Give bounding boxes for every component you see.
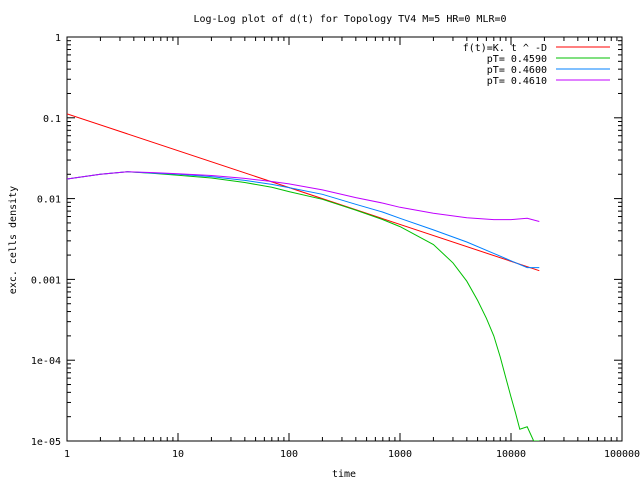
legend-label: pT= 0.4600 xyxy=(487,65,547,76)
x-tick-label: 100000 xyxy=(604,449,640,460)
legend-label: f(t)=K. t ^ -D xyxy=(463,43,547,54)
x-tick-label: 100 xyxy=(280,449,298,460)
legend-label: pT= 0.4610 xyxy=(487,76,547,87)
y-tick-label: 1 xyxy=(55,33,61,44)
x-tick-label: 1000 xyxy=(388,449,412,460)
y-tick-label: 0.01 xyxy=(37,195,61,206)
axis-ticks: 1 10 100 1000 10000 100000 1 0.1 0.01 0.001 1e-04 1… xyxy=(31,33,640,460)
x-tick-label: 10 xyxy=(172,449,184,460)
y-tick-label: 1e-04 xyxy=(31,356,61,367)
x-axis-label: time xyxy=(332,469,356,480)
x-tick-label: 10000 xyxy=(496,449,526,460)
legend-label: pT= 0.4590 xyxy=(487,54,547,65)
y-axis-label: exc. cells density xyxy=(8,186,19,294)
y-tick-label: 0.1 xyxy=(43,114,61,125)
chart-title: Log-Log plot of d(t) for Topology TV4 M=… xyxy=(193,14,506,25)
series-line-4 xyxy=(67,171,540,222)
plot-frame xyxy=(66,36,623,442)
series-line-1 xyxy=(67,113,540,272)
series-layer xyxy=(67,113,540,441)
x-tick-label: 1 xyxy=(64,449,70,460)
y-tick-label: 0.001 xyxy=(31,275,61,286)
y-tick-label: 1e-05 xyxy=(31,437,61,448)
plot-border xyxy=(66,36,623,442)
series-line-2 xyxy=(67,171,540,441)
